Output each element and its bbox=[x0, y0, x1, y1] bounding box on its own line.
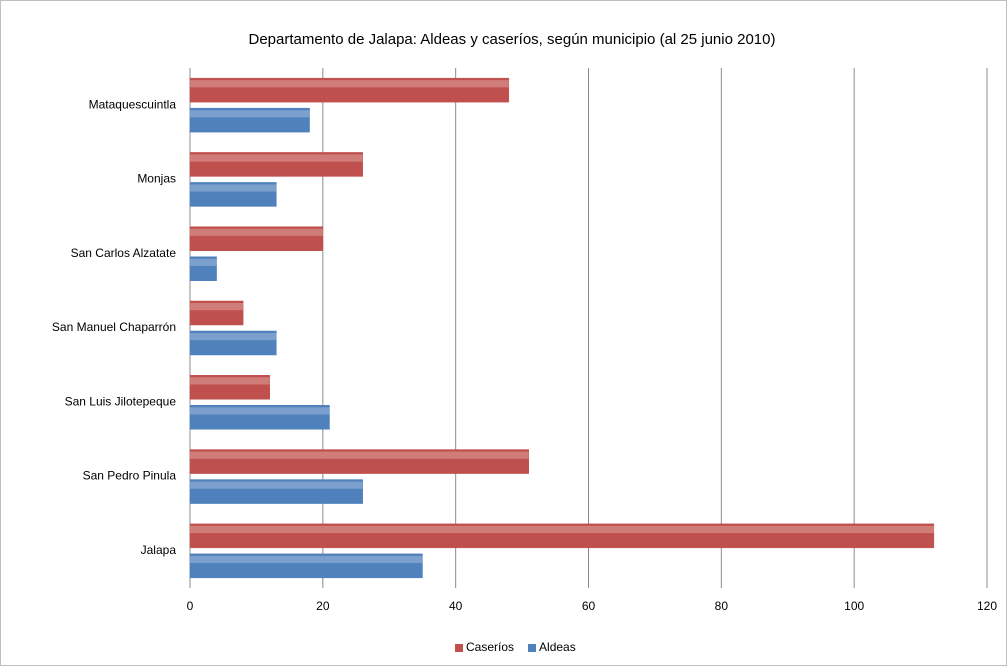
bar bbox=[189, 479, 363, 504]
bar-highlight bbox=[190, 407, 330, 415]
y-tick-label: Mataquescuintla bbox=[89, 97, 177, 111]
bar bbox=[189, 256, 217, 281]
legend-swatch bbox=[528, 644, 537, 652]
x-tick-label: 120 bbox=[977, 599, 997, 613]
bar bbox=[189, 375, 270, 400]
bar-highlight bbox=[190, 333, 277, 341]
legend-label: Aldeas bbox=[539, 640, 576, 654]
bar-highlight bbox=[190, 555, 423, 564]
bar-highlight bbox=[190, 258, 217, 266]
x-tick-label: 80 bbox=[715, 599, 729, 613]
bar-highlight bbox=[190, 303, 244, 311]
bar bbox=[189, 553, 423, 579]
bar bbox=[189, 330, 277, 356]
x-tick-label: 20 bbox=[316, 599, 330, 613]
bar bbox=[189, 152, 363, 177]
bar bbox=[189, 405, 330, 430]
bar-highlight bbox=[190, 377, 270, 385]
bar bbox=[189, 300, 244, 326]
y-tick-label: San Manuel Chaparrón bbox=[52, 320, 176, 334]
bar bbox=[189, 449, 529, 474]
y-tick-label: Monjas bbox=[137, 172, 176, 186]
bar-highlight bbox=[190, 451, 529, 459]
y-tick-label: San Carlos Alzatate bbox=[71, 246, 177, 260]
bar-highlight bbox=[190, 80, 509, 88]
bar bbox=[189, 226, 324, 251]
chart-title: Departamento de Jalapa: Aldeas y caserío… bbox=[249, 31, 776, 48]
legend-swatch bbox=[455, 644, 463, 652]
y-tick-label: Jalapa bbox=[141, 543, 177, 557]
x-tick-label: 60 bbox=[582, 599, 596, 613]
bar-highlight bbox=[190, 481, 363, 489]
bar bbox=[189, 523, 935, 549]
bar-highlight bbox=[190, 228, 323, 236]
x-tick-label: 100 bbox=[844, 599, 864, 613]
bar bbox=[189, 107, 310, 133]
bar-highlight bbox=[190, 154, 363, 162]
bar-highlight bbox=[190, 525, 934, 534]
x-tick-label: 0 bbox=[187, 599, 194, 613]
y-tick-label: San Pedro Pinula bbox=[83, 469, 177, 483]
bar-highlight bbox=[190, 184, 277, 192]
legend-label: Caseríos bbox=[466, 640, 514, 654]
y-tick-label: San Luis Jilotepeque bbox=[65, 394, 177, 408]
bar bbox=[189, 77, 510, 103]
bar-highlight bbox=[190, 110, 310, 118]
x-tick-label: 40 bbox=[449, 599, 463, 613]
bar bbox=[189, 182, 277, 207]
